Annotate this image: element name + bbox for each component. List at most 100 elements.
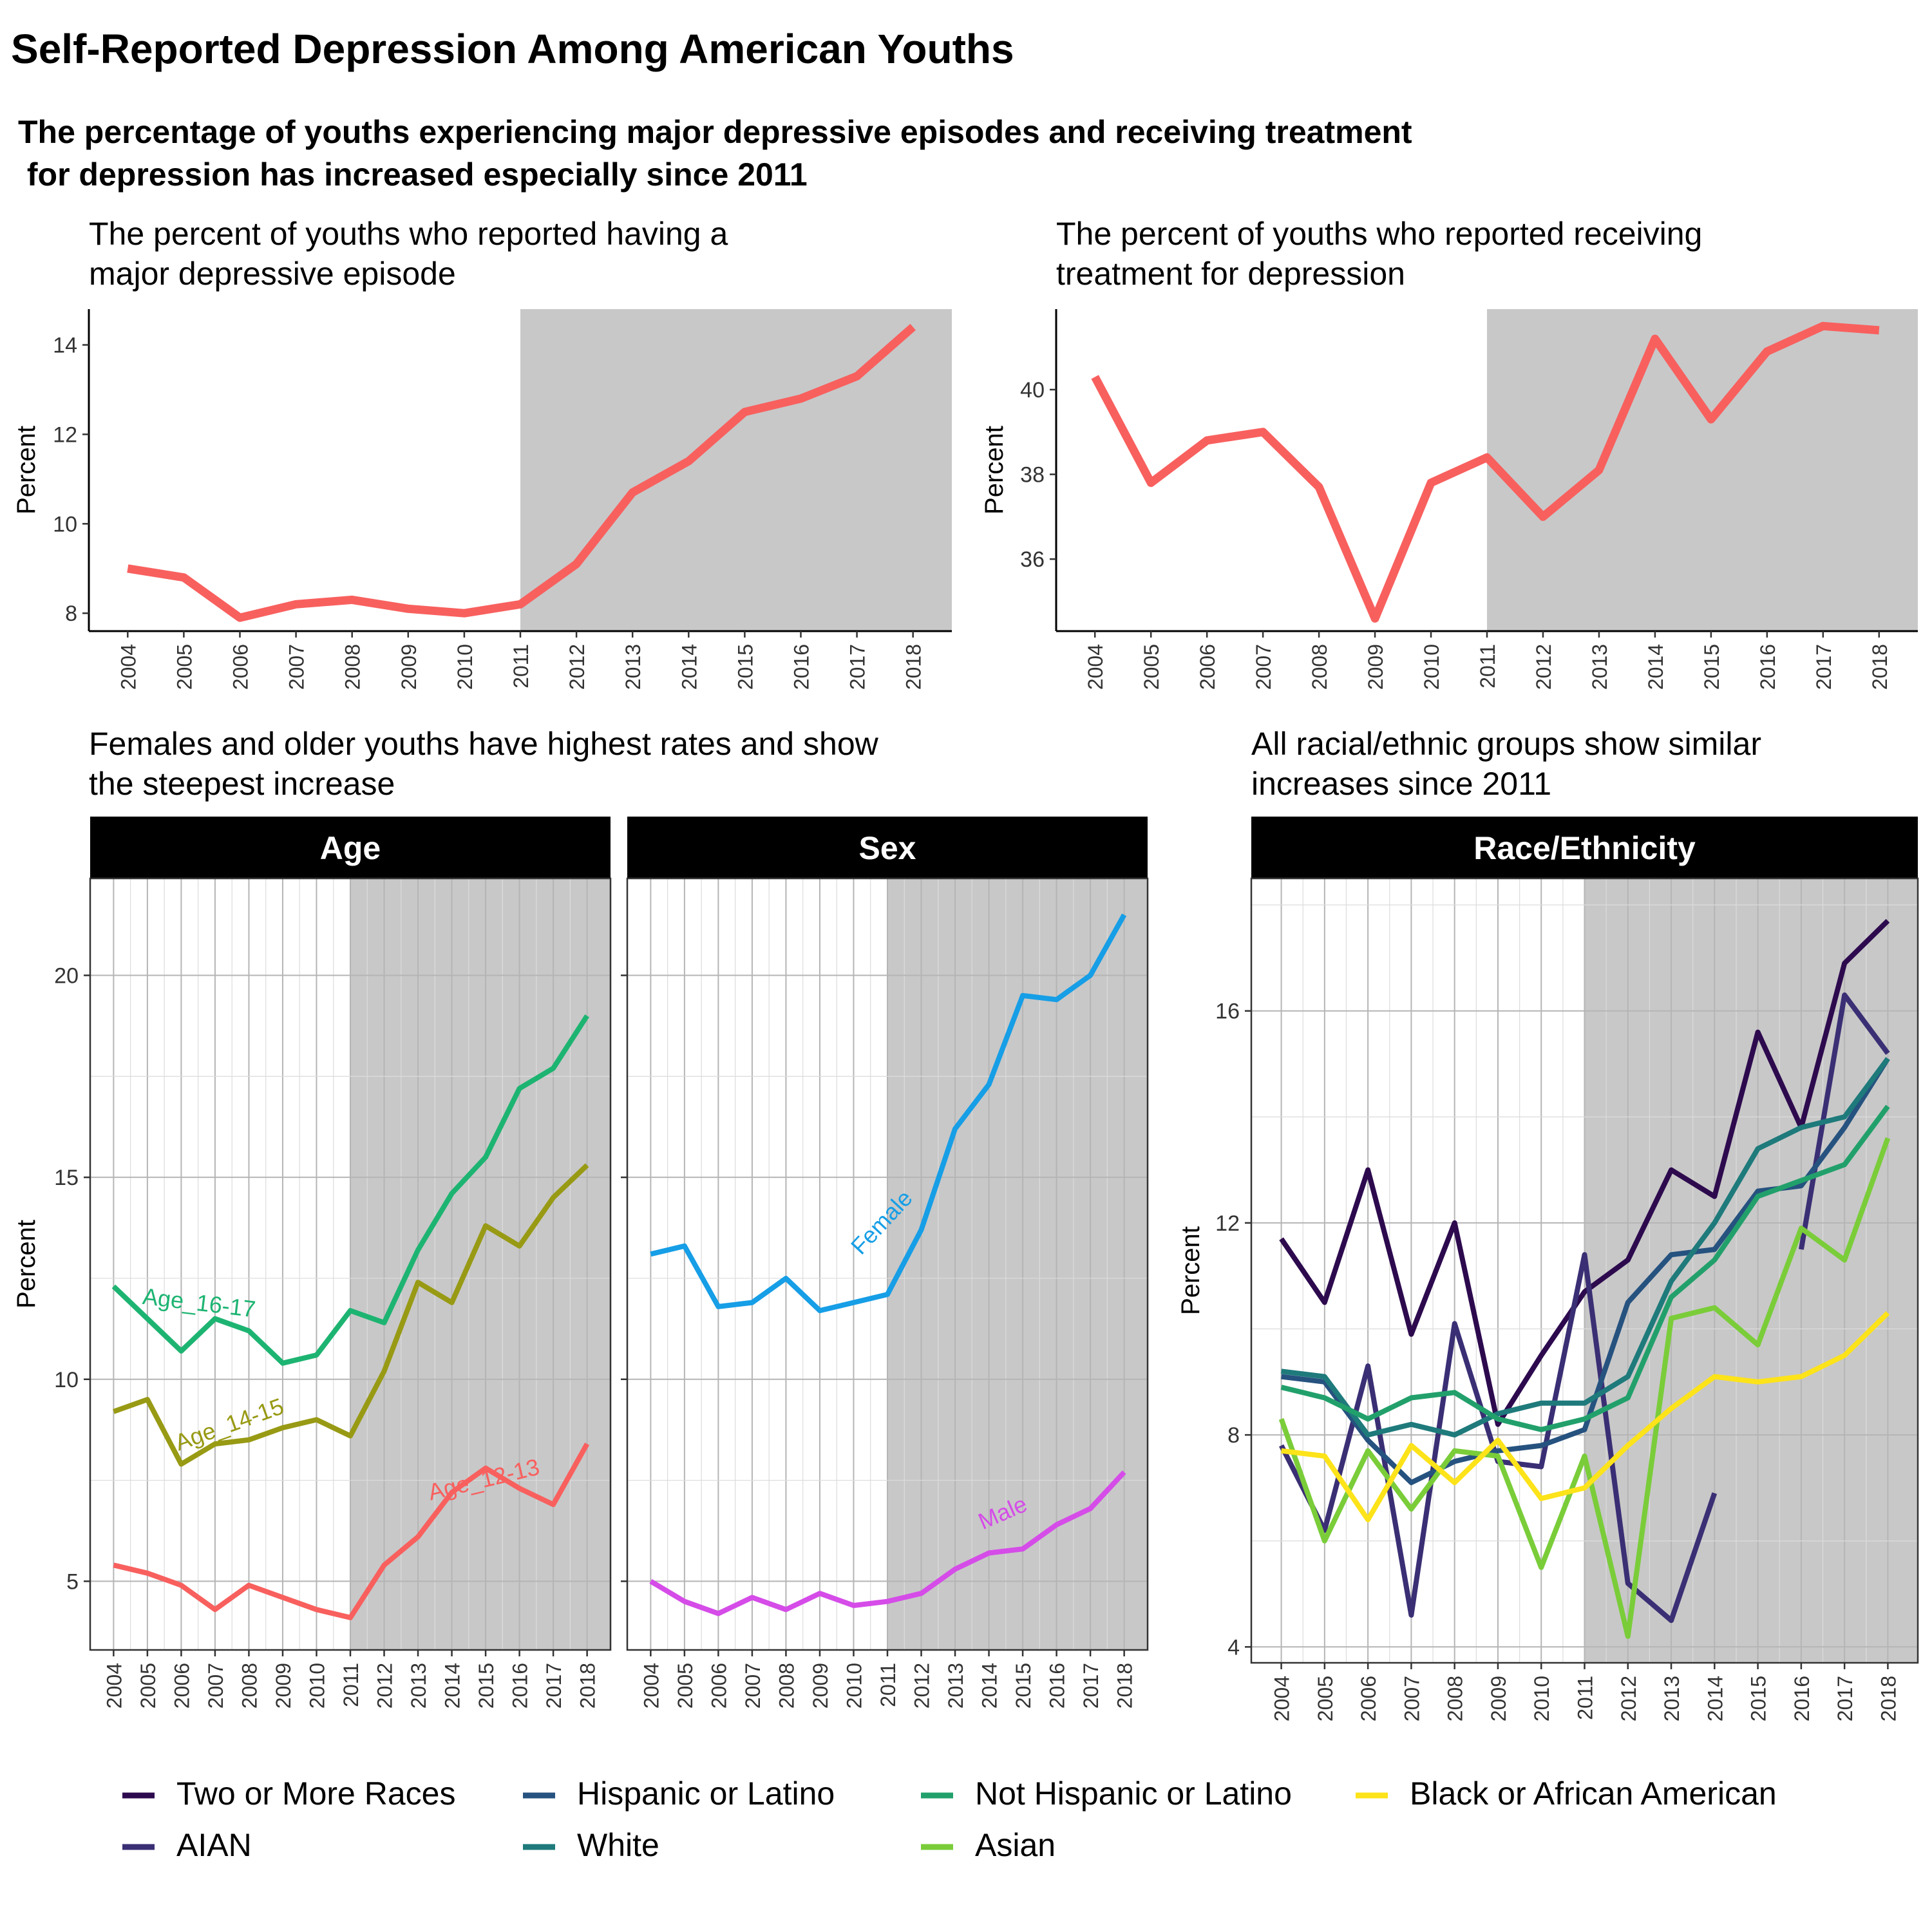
race-legend: Two or More Races AIAN Hispanic or Latino W… (122, 1776, 1777, 1863)
age-x-tick-label: 2005 (137, 1663, 160, 1709)
treatment-y-tick-label: 40 (1020, 378, 1045, 402)
race-x-tick-label: 2010 (1530, 1676, 1553, 1721)
age-x-tick-label: 2015 (475, 1663, 498, 1709)
age-y-tick-label: 15 (54, 1166, 79, 1190)
legend-label-asian: Asian (975, 1827, 1056, 1863)
legend-label-hispanic-or-latino: Hispanic or Latino (577, 1776, 835, 1812)
mde-x-tick-label: 2004 (117, 644, 140, 690)
mde-x-tick-label: 2008 (341, 644, 365, 690)
age-line-age-12-13 (113, 1443, 590, 1620)
race-y-tick-label: 4 (1227, 1635, 1240, 1660)
age-x-tick-label: 2007 (204, 1663, 227, 1709)
sex-x-tick-label: 2017 (1079, 1663, 1103, 1709)
treatment-x-tick-label: 2018 (1868, 644, 1891, 690)
sex-x-tick-label: 2005 (674, 1663, 697, 1709)
mde-shade-region (520, 309, 952, 631)
race-x-tick-label: 2012 (1617, 1676, 1640, 1721)
sex-chart: Sex 2004 2005 2006 2007 2008 2009 2010 2011 2012 2… (621, 817, 1149, 1709)
race-x-tick-label: 2014 (1703, 1676, 1727, 1721)
mde-chart: 8 10 12 14 2004 2005 2006 2007 2008 2009 2010 2011 2… (12, 309, 952, 690)
sex-strip-label: Sex (859, 830, 916, 866)
age-y-axis-label: Percent (12, 1220, 41, 1309)
treatment-x-tick-label: 2016 (1756, 644, 1779, 690)
treatment-x-tick-label: 2010 (1420, 644, 1443, 690)
sex-x-tick-label: 2015 (1012, 1663, 1035, 1709)
sex-x-tick-label: 2004 (639, 1663, 663, 1709)
age-x-tick-label: 2017 (542, 1663, 565, 1709)
mde-title-line-1: The percent of youths who reported havin… (89, 216, 728, 252)
race-x-tick-label: 2018 (1877, 1676, 1900, 1721)
figure-subtitle-line-2: for depression has increased especially … (18, 156, 808, 193)
treatment-x-tick-label: 2014 (1644, 644, 1667, 690)
age-x-tick-label: 2011 (339, 1663, 363, 1707)
sex-x-tick-label: 2006 (707, 1663, 730, 1709)
mde-x-tick-label: 2015 (734, 644, 757, 690)
treatment-title-line-1: The percent of youths who reported recei… (1056, 216, 1702, 252)
mde-x-tick-label: 2007 (285, 644, 308, 690)
age-x-tick-label: 2008 (238, 1663, 261, 1709)
race-x-tick-label: 2013 (1660, 1676, 1683, 1721)
age-y-tick-label: 10 (54, 1368, 79, 1392)
treatment-x-tick-label: 2011 (1476, 644, 1499, 688)
treatment-line-series (1091, 321, 1880, 623)
race-x-tick-label: 2005 (1314, 1676, 1337, 1721)
age-x-tick-label: 2009 (272, 1663, 295, 1709)
race-x-tick-label: 2006 (1357, 1676, 1380, 1721)
mde-y-axis-label: Percent (12, 426, 41, 515)
sex-x-tick-label: 2009 (809, 1663, 832, 1709)
race-strip (1251, 817, 1918, 878)
treatment-x-tick-label: 2017 (1812, 644, 1835, 690)
treatment-shade-region (1487, 309, 1918, 631)
race-x-tick-label: 2017 (1833, 1676, 1857, 1721)
treatment-y-tick-label: 36 (1020, 547, 1045, 572)
race-chart: Race/Ethnicity 4 8 12 16 2004 2005 2006 2007 2008… (1177, 817, 1919, 1721)
mde-x-tick-label: 2013 (621, 644, 645, 690)
treatment-x-tick-label: 2004 (1084, 644, 1107, 690)
mde-y-tick-label: 12 (53, 422, 77, 447)
race-shade-region (1584, 878, 1918, 1663)
race-y-tick-label: 16 (1215, 999, 1240, 1024)
sex-x-tick-label: 2007 (741, 1663, 764, 1709)
race-strip-label: Race/Ethnicity (1473, 830, 1696, 866)
age-x-tick-label: 2018 (576, 1663, 600, 1709)
legend-label-aian: AIAN (176, 1827, 252, 1863)
treatment-x-tick-label: 2006 (1196, 644, 1219, 690)
mde-x-tick-label: 2010 (453, 644, 477, 690)
mde-x-tick-label: 2018 (902, 644, 925, 690)
sex-strip (627, 817, 1148, 878)
age-line-age-14-15 (113, 1163, 589, 1467)
mde-y-tick-label: 8 (65, 601, 77, 626)
mde-y-tick-label: 10 (53, 512, 77, 536)
age-x-tick-label: 2013 (407, 1663, 430, 1709)
sex-line-female (650, 913, 1127, 1314)
race-line-white (1281, 1057, 1890, 1438)
treatment-title-line-2: treatment for depression (1056, 256, 1405, 292)
sex-x-tick-label: 2013 (944, 1663, 967, 1709)
mde-x-tick-label: 2009 (397, 644, 421, 690)
sex-x-tick-label: 2012 (911, 1663, 934, 1709)
mde-x-tick-label: 2016 (790, 644, 813, 690)
race-line-asian (1278, 1137, 1891, 1639)
treatment-x-tick-label: 2007 (1252, 644, 1275, 690)
sex-x-tick-label: 2018 (1113, 1663, 1137, 1709)
sex-x-tick-label: 2010 (842, 1663, 866, 1709)
age-line-age-16-17 (111, 1014, 589, 1366)
treatment-x-tick-label: 2012 (1532, 644, 1555, 690)
age-strip-label: Age (320, 830, 381, 866)
age-shade-region (350, 878, 611, 1650)
treatment-x-tick-label: 2015 (1700, 644, 1723, 690)
treatment-y-tick-label: 38 (1020, 463, 1045, 488)
mde-x-tick-label: 2017 (846, 644, 869, 690)
mde-line-series (127, 323, 916, 622)
treatment-y-axis-label: Percent (980, 426, 1009, 515)
figure-subtitle-line-1: The percentage of youths experiencing ma… (18, 114, 1412, 150)
age-x-tick-label: 2004 (102, 1663, 126, 1709)
race-x-tick-label: 2007 (1400, 1676, 1423, 1721)
race-x-tick-label: 2016 (1790, 1676, 1814, 1721)
mde-x-tick-label: 2006 (229, 644, 252, 690)
race-y-axis-label: Percent (1177, 1226, 1205, 1315)
race-x-tick-label: 2011 (1574, 1676, 1597, 1720)
treatment-x-tick-label: 2005 (1140, 644, 1163, 690)
sex-shade-region (887, 878, 1148, 1650)
